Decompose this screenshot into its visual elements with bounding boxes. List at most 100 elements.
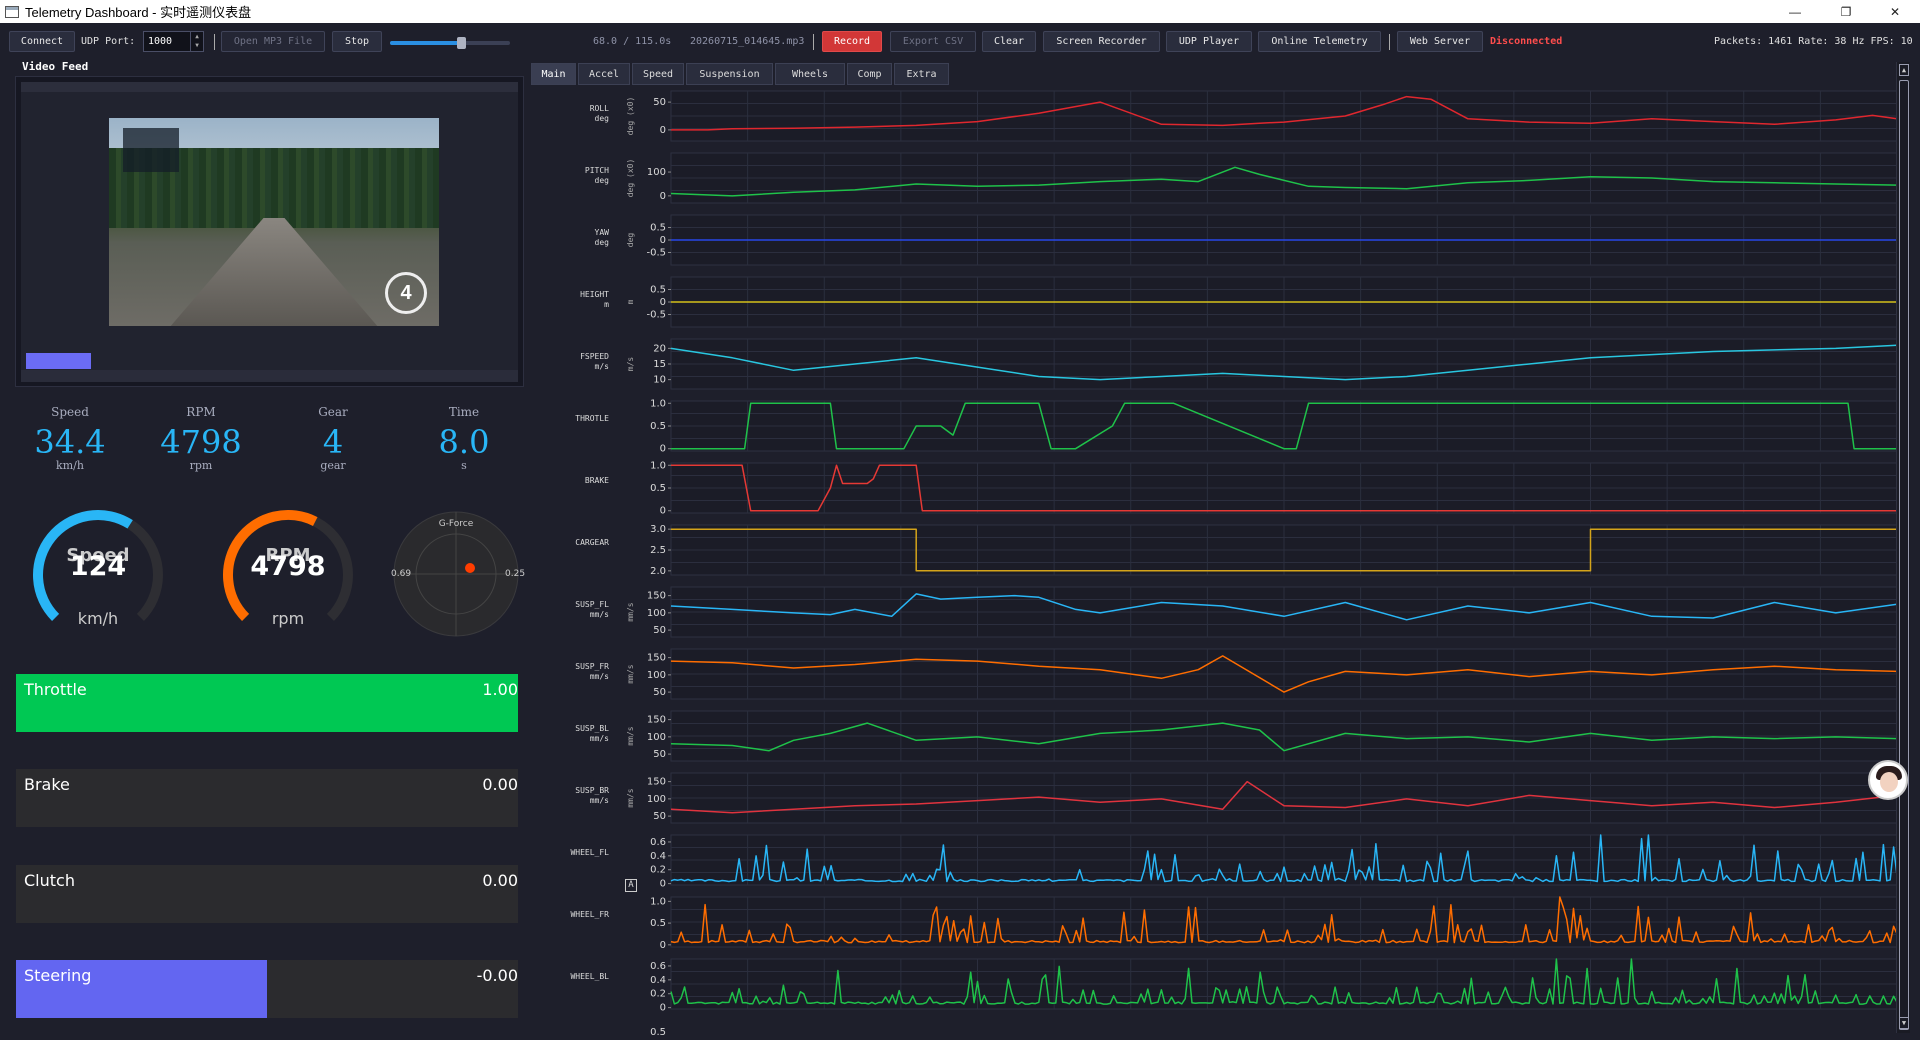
axis-tick-label: 0.6 — [650, 837, 666, 848]
web-server-button[interactable]: Web Server — [1397, 31, 1483, 52]
video-frame-bar — [26, 353, 91, 369]
tab-comp[interactable]: Comp — [847, 63, 892, 85]
assistant-avatar[interactable] — [1868, 760, 1908, 800]
axis-tick-label: 150 — [647, 591, 666, 602]
g-force-left-label: 0.69 — [391, 569, 412, 579]
gauge-value: 124 — [69, 551, 127, 582]
plot-tabs: Main Accel Speed Suspension Wheels Comp … — [531, 63, 949, 85]
axis-tick-label: 0.5 — [650, 223, 666, 234]
axis-tick-label: 100 — [647, 167, 666, 178]
axis-unit: mm/s — [626, 726, 635, 745]
series-line-susp_bl — [670, 722, 1898, 752]
stat-speed: Speed 34.4 km/h — [10, 405, 130, 472]
axis-tick-label: 100 — [647, 794, 666, 805]
scrollbar-thumb[interactable] — [1899, 80, 1909, 1030]
playback-slider-handle[interactable] — [456, 37, 466, 49]
connect-button[interactable]: Connect — [9, 31, 75, 52]
axis-unit: deg (x0) — [626, 97, 635, 136]
minimize-button[interactable]: — — [1789, 4, 1801, 19]
video-feed-title: Video Feed — [22, 60, 89, 73]
axis-tick-label: 10 — [653, 375, 666, 386]
tab-speed[interactable]: Speed — [632, 63, 684, 85]
plot-name: PITCH — [585, 166, 609, 175]
plot-name: CARGEAR — [575, 538, 609, 547]
axis-tick-label: 0 — [660, 297, 666, 308]
series-line-wheel_fl — [670, 834, 1898, 883]
axis-unit: m/s — [626, 357, 635, 372]
avatar-face — [1880, 772, 1898, 792]
playback-slider-fill — [390, 41, 461, 45]
scroll-up-arrow[interactable]: ▲ — [1899, 64, 1909, 76]
toolbar: Connect UDP Port: 1000 ▲ ▼ Open MP3 File S… — [0, 29, 1920, 55]
stop-button[interactable]: Stop — [332, 31, 382, 52]
rpm-gauge-dial — [223, 510, 353, 621]
stat-label: Gear — [318, 405, 348, 419]
axis-tick-label: 50 — [653, 749, 666, 760]
record-button[interactable]: Record — [822, 31, 882, 52]
stat-time: Time 8.0 s — [404, 405, 524, 472]
axis-tick-label: 100 — [647, 670, 666, 681]
tab-main[interactable]: Main — [531, 63, 576, 85]
plot-unit: mm/s — [590, 734, 609, 743]
game-hud — [123, 128, 179, 172]
axis-tick-label: 100 — [647, 732, 666, 743]
video-frame-taskbar — [21, 370, 518, 382]
tab-accel[interactable]: Accel — [578, 63, 630, 85]
udp-player-button[interactable]: UDP Player — [1166, 31, 1252, 52]
game-view: 4 — [109, 118, 439, 326]
bar-value: 0.00 — [482, 775, 518, 794]
axis-tick-label: 2.5 — [650, 545, 666, 556]
separator — [813, 34, 814, 50]
bar-value: 1.00 — [482, 680, 518, 699]
plots-scrollbar[interactable]: ▲ ▼ — [1896, 62, 1910, 1033]
stat-value: 8.0 — [438, 423, 490, 461]
axis-tick-label: 0 — [660, 1003, 666, 1014]
plot-unit: mm/s — [590, 672, 609, 681]
plot-unit: deg — [595, 238, 610, 247]
export-csv-button[interactable]: Export CSV — [890, 31, 976, 52]
open-mp3-button[interactable]: Open MP3 File — [221, 31, 325, 52]
axis-tick-label: 0.5 — [650, 483, 666, 494]
udp-port-input[interactable]: 1000 ▲ ▼ — [143, 31, 204, 52]
axis-tick-label: 0.4 — [650, 851, 666, 862]
axis-tick-label: 50 — [653, 811, 666, 822]
throttle-bar-fill — [16, 674, 518, 732]
bar-label: Steering — [24, 966, 92, 985]
playback-slider[interactable] — [390, 37, 510, 49]
axis-tick-label: 150 — [647, 653, 666, 664]
plot-name: WHEEL_FR — [570, 910, 609, 919]
series-line-wheel_fr — [670, 896, 1898, 944]
bar-value: -0.00 — [476, 966, 518, 985]
axis-tick-label: 0.2 — [650, 865, 666, 876]
axis-tick-label: 0 — [660, 191, 666, 202]
speed-gauge: Speed 124 km/h — [28, 505, 168, 635]
title-bar: Telemetry Dashboard - 实时遥测仪表盘 — ❐ ✕ — [0, 0, 1920, 23]
close-button[interactable]: ✕ — [1889, 4, 1901, 19]
series-line-susp_fl — [670, 593, 1898, 621]
series-line-wheel_bl — [670, 958, 1898, 1005]
axis-tick-label: 0 — [660, 940, 666, 951]
auto-range-button[interactable]: A — [625, 879, 637, 892]
port-spinner[interactable]: ▲ ▼ — [190, 32, 203, 51]
scroll-down-arrow[interactable]: ▼ — [1899, 1017, 1909, 1029]
online-telemetry-button[interactable]: Online Telemetry — [1258, 31, 1381, 52]
axis-tick-label: -0.5 — [646, 248, 666, 259]
stat-label: RPM — [186, 405, 216, 419]
recording-filename: 20260715_014645.mp3 — [690, 36, 805, 47]
tab-suspension[interactable]: Suspension — [686, 63, 773, 85]
g-force-title: G-Force — [438, 519, 474, 529]
axis-tick-label: 50 — [653, 97, 666, 108]
stat-unit: rpm — [189, 459, 213, 472]
tab-extra[interactable]: Extra — [894, 63, 949, 85]
plot-name: SUSP_FR — [575, 662, 609, 671]
axis-unit: deg (x0) — [626, 159, 635, 198]
tab-wheels[interactable]: Wheels — [775, 63, 845, 85]
clear-button[interactable]: Clear — [982, 31, 1036, 52]
bar-label: Clutch — [24, 871, 75, 890]
packet-stats: Packets: 1461 Rate: 38 Hz FPS: 10 — [1714, 36, 1913, 47]
screen-recorder-button[interactable]: Screen Recorder — [1043, 31, 1160, 52]
maximize-button[interactable]: ❐ — [1840, 4, 1852, 19]
stat-gear: Gear 4 gear — [273, 405, 393, 472]
stat-unit: km/h — [56, 459, 84, 472]
axis-tick-label: 50 — [653, 687, 666, 698]
